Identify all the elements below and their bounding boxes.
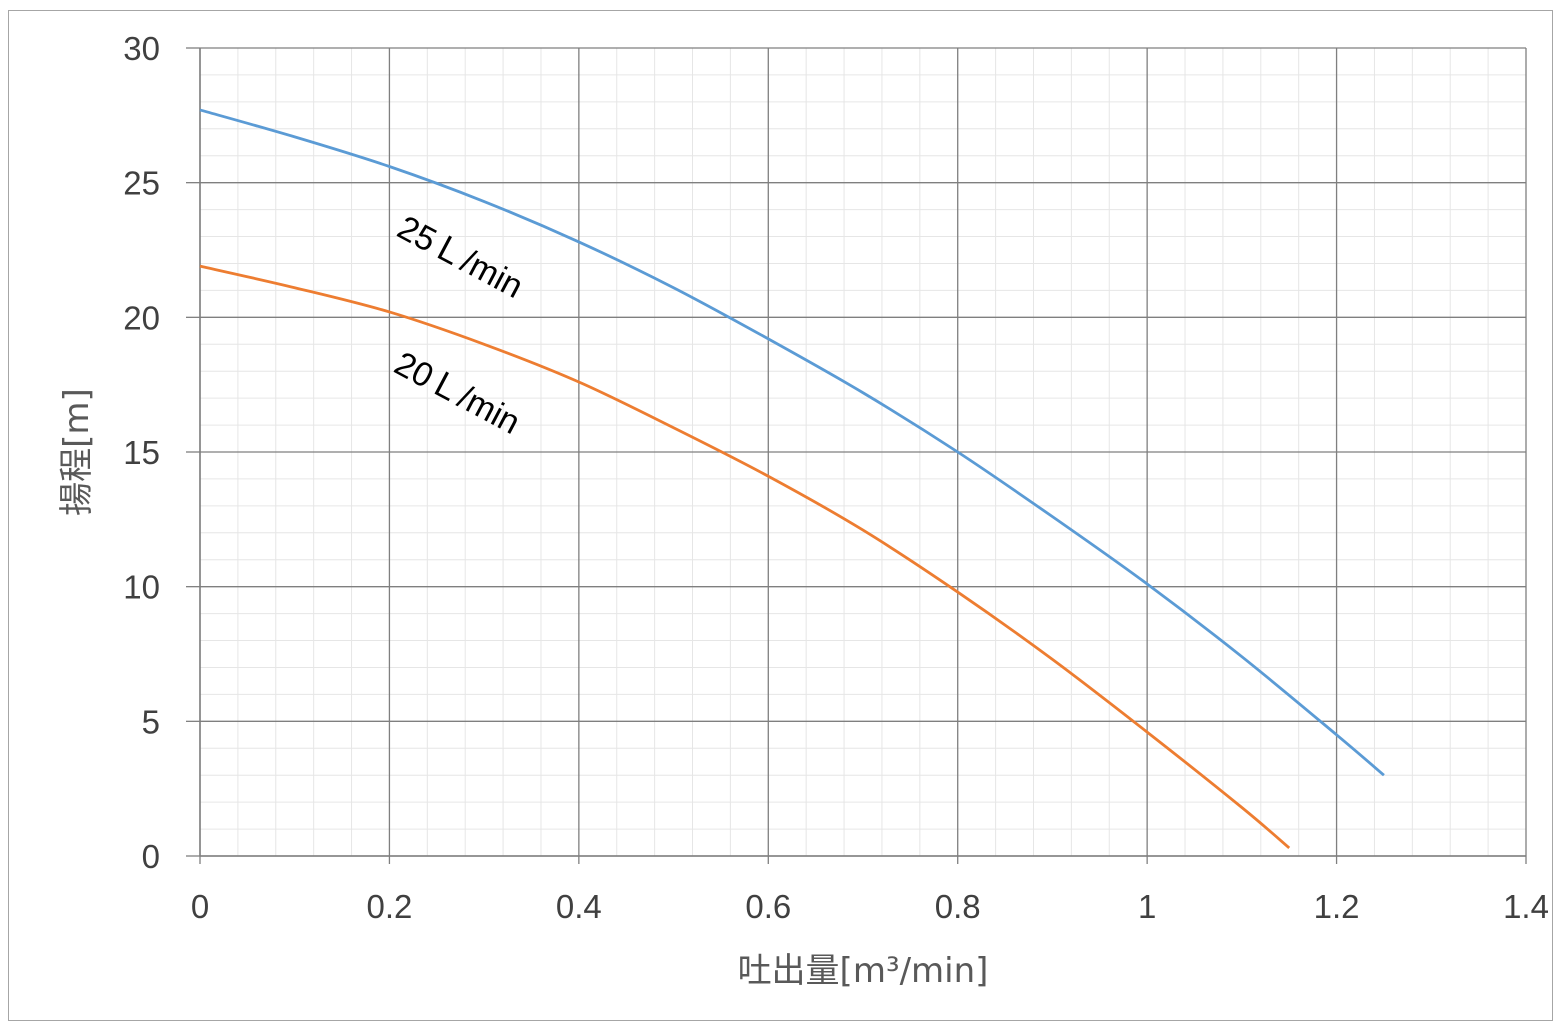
curve-annotations: 25Ｌ/min 20Ｌ/min bbox=[388, 209, 529, 442]
y-tick-label: 5 bbox=[142, 703, 160, 740]
x-tick-label: 1.4 bbox=[1503, 888, 1549, 925]
x-axis-title: 吐出量[m³/min] bbox=[738, 951, 989, 991]
y-axis-title: 揚程[m] bbox=[57, 388, 97, 516]
y-tick-label: 15 bbox=[123, 434, 160, 471]
y-tick-label: 30 bbox=[123, 30, 160, 67]
y-tick-label: 20 bbox=[123, 299, 160, 336]
x-tick-label: 0.2 bbox=[366, 888, 412, 925]
curve-label-25l-min: 25Ｌ/min bbox=[391, 209, 529, 306]
y-tick-label: 0 bbox=[142, 838, 160, 875]
x-tick-label: 0.4 bbox=[556, 888, 602, 925]
x-tick-label: 1 bbox=[1138, 888, 1156, 925]
series-line-25l-min bbox=[199, 108, 1385, 777]
series-line-20l-min bbox=[199, 264, 1291, 849]
y-tick-label: 10 bbox=[123, 569, 160, 606]
y-tick-labels: 0 5 10 15 20 25 30 bbox=[123, 30, 160, 875]
x-tick-label: 1.2 bbox=[1314, 888, 1360, 925]
curve-label-20l-min: 20Ｌ/min bbox=[388, 345, 526, 442]
y-tick-label: 25 bbox=[123, 165, 160, 202]
x-tick-labels: 0 0.2 0.4 0.6 0.8 1 1.2 1.4 bbox=[191, 888, 1549, 925]
x-tick-label: 0.6 bbox=[745, 888, 791, 925]
axes bbox=[186, 47, 1527, 864]
x-tick-label: 0.8 bbox=[935, 888, 981, 925]
x-tick-label: 0 bbox=[191, 888, 209, 925]
series-lines bbox=[199, 108, 1385, 849]
chart-frame bbox=[8, 10, 1553, 1021]
